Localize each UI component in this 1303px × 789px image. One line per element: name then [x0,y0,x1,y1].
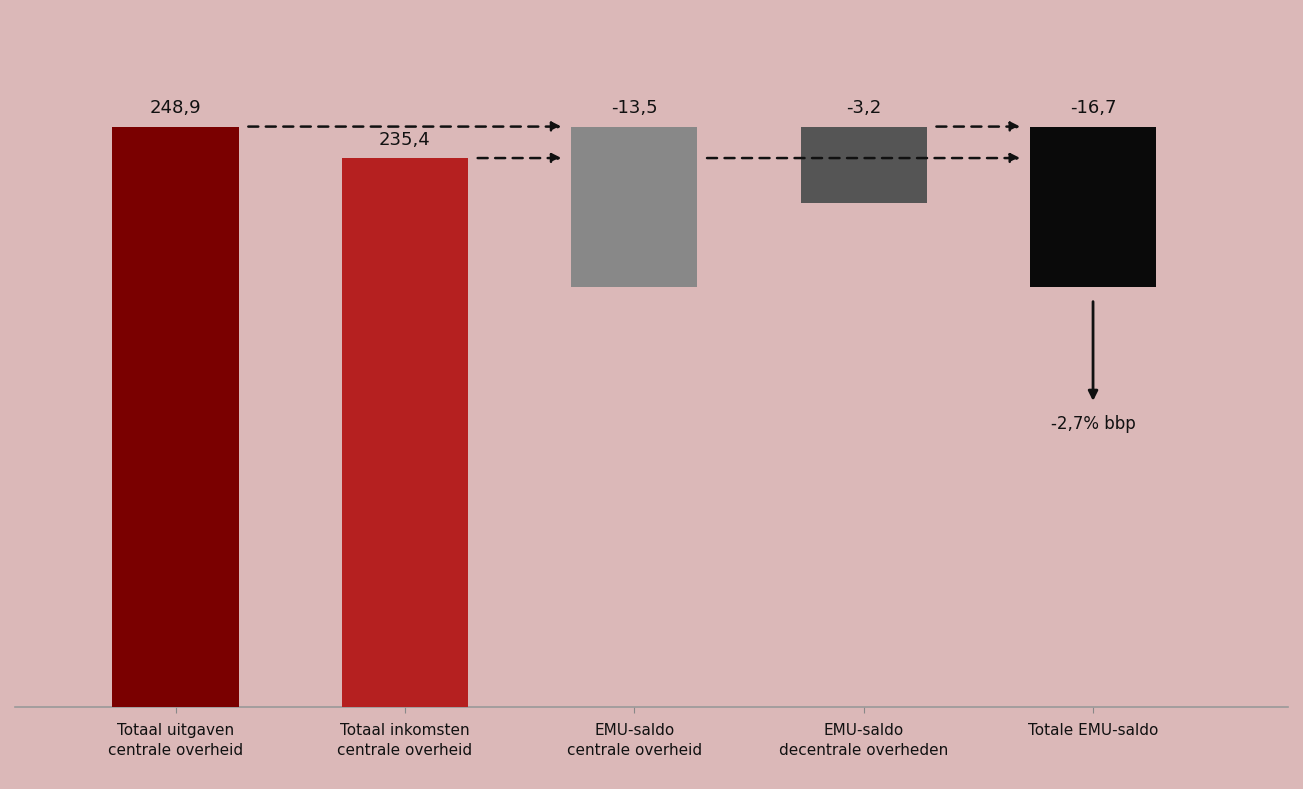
Text: 235,4: 235,4 [379,131,431,148]
Bar [571,126,697,287]
Bar [112,126,238,707]
Bar [800,126,926,204]
Text: -16,7: -16,7 [1070,99,1117,118]
Text: 248,9: 248,9 [150,99,202,118]
Text: -13,5: -13,5 [611,99,658,118]
Text: -3,2: -3,2 [846,99,881,118]
Text: -2,7% bbp: -2,7% bbp [1050,415,1135,433]
Bar [1029,126,1156,287]
Bar [341,158,468,707]
